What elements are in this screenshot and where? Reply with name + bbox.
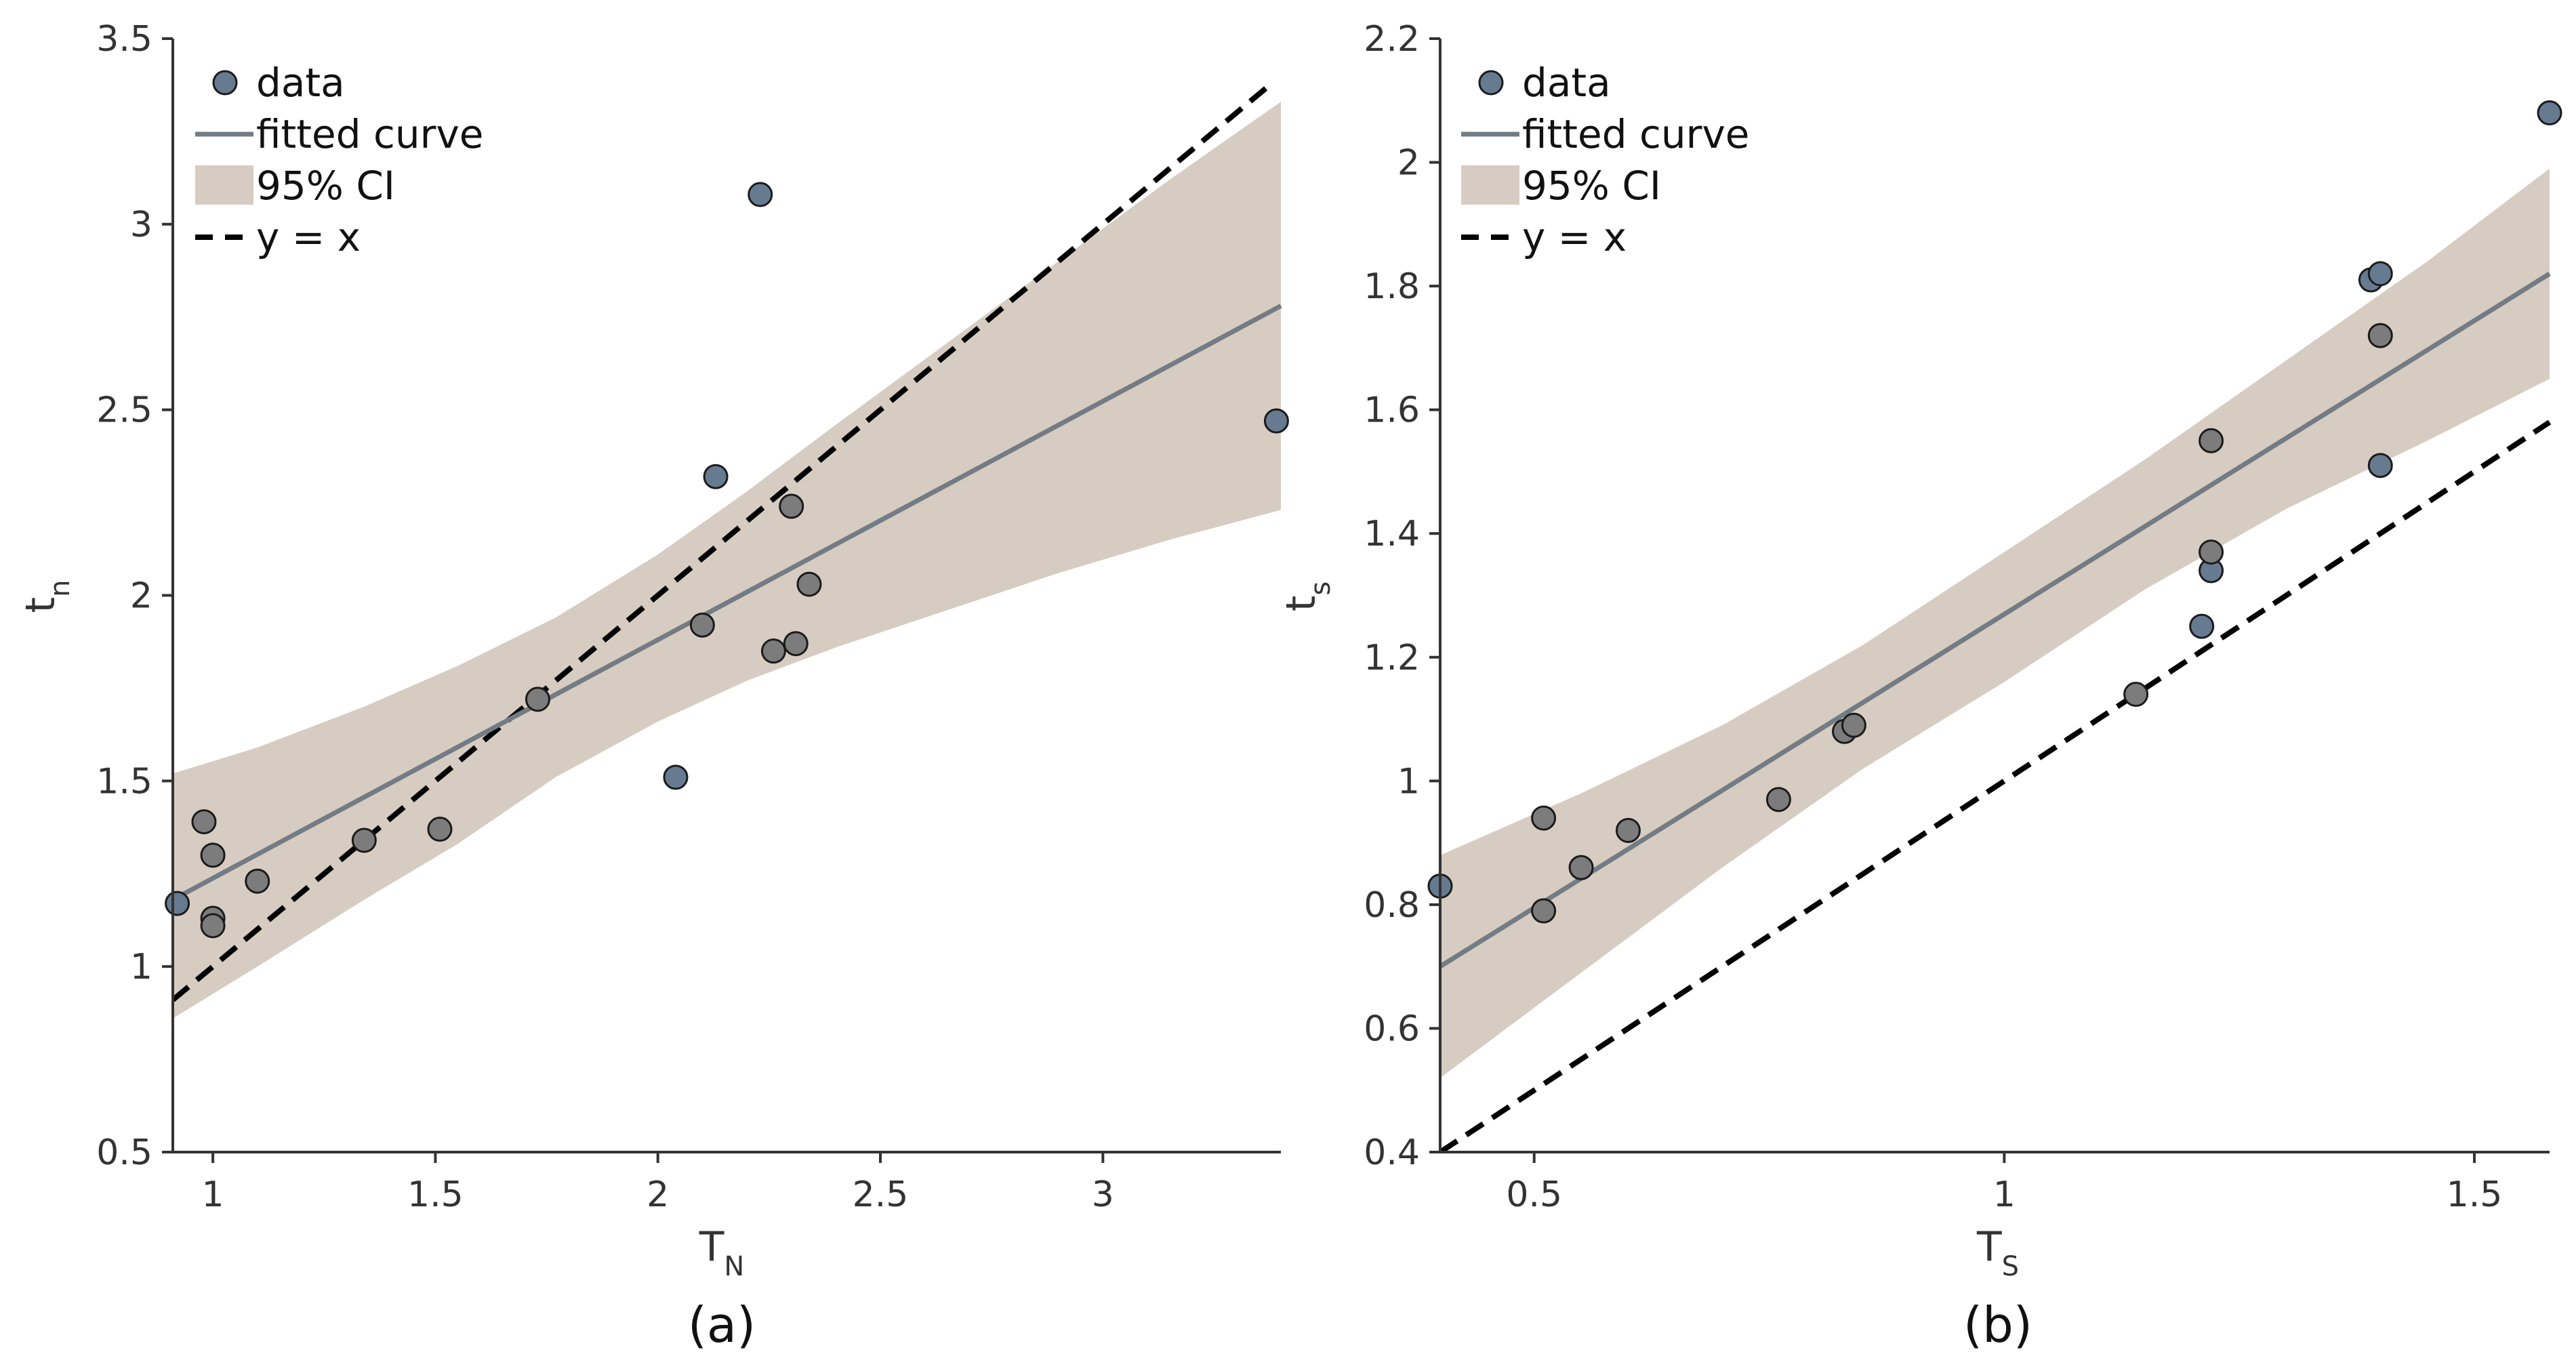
fitted-curve: [173, 304, 1282, 902]
fitted-curve: [1440, 271, 2551, 969]
y-tick-label: 0.4: [1364, 1132, 1420, 1173]
data-point: [703, 464, 729, 489]
data-point: [2123, 682, 2149, 708]
x-tick-label: 2.5: [853, 1174, 909, 1215]
y-axis-title-sub: n: [45, 580, 76, 597]
legend-label: data: [256, 60, 345, 106]
ci-band: [1440, 168, 2550, 1078]
legend-marker-data: [212, 70, 238, 96]
data-point: [525, 687, 550, 712]
y-tick-label: 1: [130, 947, 152, 987]
x-axis-title-main: T: [699, 1223, 724, 1271]
legend-label: 95% CI: [1522, 163, 1661, 209]
data-point: [1615, 817, 1641, 843]
x-axis-title: TN: [699, 1223, 745, 1282]
data-point: [200, 913, 226, 939]
x-axis-title-main: T: [1976, 1223, 2002, 1271]
legend: data fitted curve 95% CI y = x: [195, 60, 483, 260]
data-point: [760, 638, 786, 664]
x-tick-label: 1.5: [407, 1174, 464, 1215]
data-point: [2367, 323, 2393, 348]
y-tick-label: 1.5: [96, 761, 152, 802]
y-tick-label: 0.5: [96, 1132, 152, 1173]
data-point: [1568, 855, 1594, 880]
y-axis-title-main: t: [17, 597, 64, 613]
data-point: [427, 817, 453, 842]
data-point: [1531, 898, 1557, 924]
data-point: [779, 493, 804, 519]
data-point: [2367, 453, 2393, 478]
y-tick-label: 3.5: [96, 19, 152, 60]
data-point: [2189, 613, 2215, 639]
y-tick-label: 1.2: [1364, 638, 1420, 678]
y-tick-label: 2: [1397, 143, 1420, 184]
data-point: [1263, 408, 1289, 434]
data-point: [2537, 100, 2562, 126]
panel-label: (a): [688, 1296, 756, 1353]
data-point: [2199, 539, 2224, 565]
x-axis-title: TS: [1976, 1223, 2019, 1282]
x-axis-title-sub: N: [724, 1251, 744, 1282]
legend-patch-ci: [195, 165, 253, 205]
legend-label: data: [1522, 60, 1611, 106]
x-tick-label: 3: [1092, 1174, 1114, 1215]
x-tick-label: 1: [1993, 1174, 2016, 1215]
data-point: [748, 182, 773, 207]
data-point: [165, 891, 190, 916]
legend-label: 95% CI: [256, 163, 395, 209]
legend-label: y = x: [256, 214, 361, 260]
data-point: [689, 612, 715, 638]
data-point: [200, 842, 226, 868]
y-tick-label: 3: [130, 205, 152, 245]
legend-marker-data: [1478, 70, 1504, 96]
ci-band: [173, 102, 1281, 1019]
data-point: [1531, 805, 1557, 831]
x-tick-label: 1.5: [2447, 1174, 2503, 1215]
y-axis-title: tn: [17, 580, 76, 613]
y-tick-label: 0.8: [1364, 885, 1420, 926]
x-tick-label: 1: [202, 1174, 224, 1215]
legend: data fitted curve 95% CI y = x: [1461, 60, 1749, 260]
y-axis-title-sub: s: [1305, 581, 1336, 596]
panel-b: 0.40.60.811.21.41.61.822.20.5 1 1.5TSts(b)…: [1277, 19, 2562, 1353]
data-point: [191, 809, 217, 835]
data-point: [1841, 712, 1866, 738]
y-tick-label: 1.4: [1364, 514, 1420, 554]
y-tick-label: 1: [1397, 761, 1420, 802]
x-tick-label: 0.5: [1506, 1174, 1562, 1215]
y-tick-label: 2: [130, 576, 152, 617]
plot-area: [1440, 168, 2552, 1152]
x-axis-title-sub: S: [2002, 1251, 2019, 1282]
panel-label: (b): [1963, 1296, 2032, 1353]
data-point: [351, 827, 377, 853]
y-axis-title: ts: [1277, 581, 1336, 611]
data-point: [663, 764, 689, 790]
y-tick-label: 1.6: [1364, 390, 1420, 431]
data-point: [796, 571, 822, 597]
data-point: [1765, 787, 1791, 813]
y-axis-title-main: t: [1277, 596, 1325, 612]
data-point: [245, 868, 270, 894]
y-tick-label: 2.2: [1364, 19, 1420, 60]
y-tick-label: 1.8: [1364, 266, 1420, 307]
y-tick-label: 0.6: [1364, 1008, 1420, 1049]
legend-label: fitted curve: [1522, 111, 1749, 157]
data-point: [2367, 261, 2393, 287]
legend-label: fitted curve: [256, 111, 483, 157]
data-point: [2199, 428, 2224, 453]
x-tick-label: 2: [647, 1174, 669, 1215]
y-tick-label: 2.5: [96, 390, 152, 431]
panel-a: 0.511.522.533.51 1.5 2 2.5 3TNtn(a)datafitte…: [17, 19, 1289, 1353]
identity-line: [1440, 420, 2552, 1152]
data-point: [783, 631, 809, 657]
legend-patch-ci: [1461, 165, 1519, 205]
legend-label: y = x: [1522, 214, 1627, 260]
